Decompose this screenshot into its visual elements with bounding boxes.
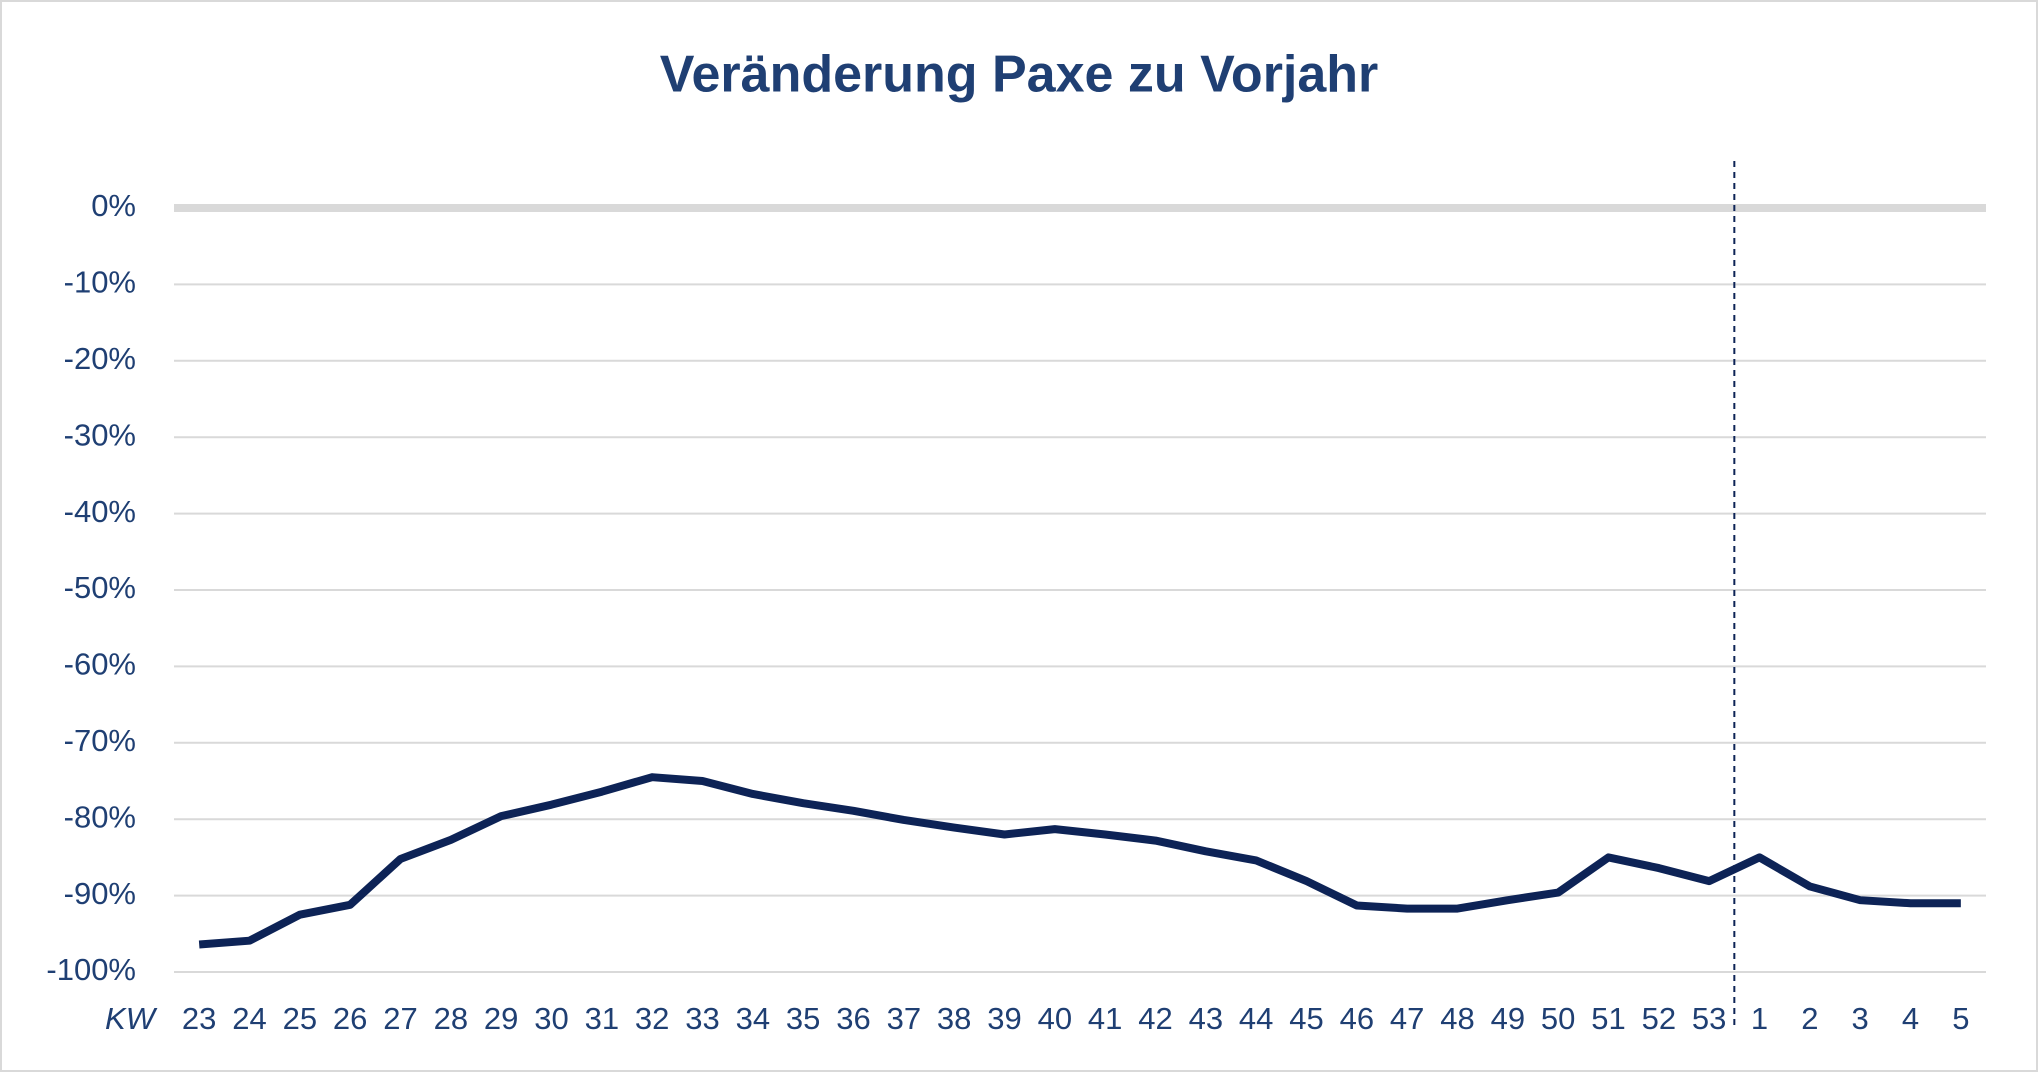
- x-tick-label: 29: [484, 1001, 518, 1036]
- x-tick-label: 30: [534, 1001, 568, 1036]
- x-tick-label: 37: [887, 1001, 921, 1036]
- x-tick-label: 23: [182, 1001, 216, 1036]
- x-tick-label: 1: [1751, 1001, 1768, 1036]
- x-tick-label: 47: [1390, 1001, 1424, 1036]
- x-tick-label: 36: [836, 1001, 870, 1036]
- x-tick-label: 48: [1440, 1001, 1474, 1036]
- x-tick-label: 4: [1902, 1001, 1919, 1036]
- y-tick-label: -100%: [46, 952, 136, 987]
- x-tick-label: 45: [1289, 1001, 1323, 1036]
- x-tick-label: 33: [685, 1001, 719, 1036]
- x-tick-label: 52: [1642, 1001, 1676, 1036]
- chart-title: Veränderung Paxe zu Vorjahr: [660, 46, 1379, 104]
- x-axis-label: KW: [105, 1001, 158, 1036]
- x-tick-label: 24: [232, 1001, 266, 1036]
- x-tick-label: 41: [1088, 1001, 1122, 1036]
- x-tick-label: 3: [1852, 1001, 1869, 1036]
- x-tick-label: 35: [786, 1001, 820, 1036]
- y-tick-label: -50%: [64, 570, 136, 605]
- y-tick-label: -20%: [64, 341, 136, 376]
- y-tick-label: -40%: [64, 494, 136, 529]
- x-tick-label: 39: [987, 1001, 1021, 1036]
- x-tick-label: 43: [1189, 1001, 1223, 1036]
- x-tick-label: 46: [1340, 1001, 1374, 1036]
- x-tick-label: 26: [333, 1001, 367, 1036]
- x-tick-label: 53: [1692, 1001, 1726, 1036]
- x-tick-label: 27: [383, 1001, 417, 1036]
- y-tick-label: -70%: [64, 723, 136, 758]
- data-line: [198, 773, 1961, 949]
- y-tick-label: -10%: [64, 265, 136, 300]
- x-tick-label: 5: [1952, 1001, 1969, 1036]
- x-tick-label: 38: [937, 1001, 971, 1036]
- x-tick-label: 51: [1591, 1001, 1625, 1036]
- x-tick-label: 2: [1801, 1001, 1818, 1036]
- x-tick-label: 44: [1239, 1001, 1273, 1036]
- x-tick-label: 32: [635, 1001, 669, 1036]
- x-tick-label: 42: [1138, 1001, 1172, 1036]
- x-tick-label: 50: [1541, 1001, 1575, 1036]
- y-tick-label: -90%: [64, 876, 136, 911]
- x-tick-label: 34: [736, 1001, 770, 1036]
- y-tick-label: 0%: [91, 188, 136, 223]
- y-tick-label: -60%: [64, 647, 136, 682]
- x-tick-label: 31: [585, 1001, 619, 1036]
- y-tick-label: -30%: [64, 417, 136, 452]
- y-tick-label: -80%: [64, 799, 136, 834]
- x-tick-label: 49: [1491, 1001, 1525, 1036]
- x-tick-label: 25: [283, 1001, 317, 1036]
- x-tick-label: 40: [1038, 1001, 1072, 1036]
- x-tick-label: 28: [434, 1001, 468, 1036]
